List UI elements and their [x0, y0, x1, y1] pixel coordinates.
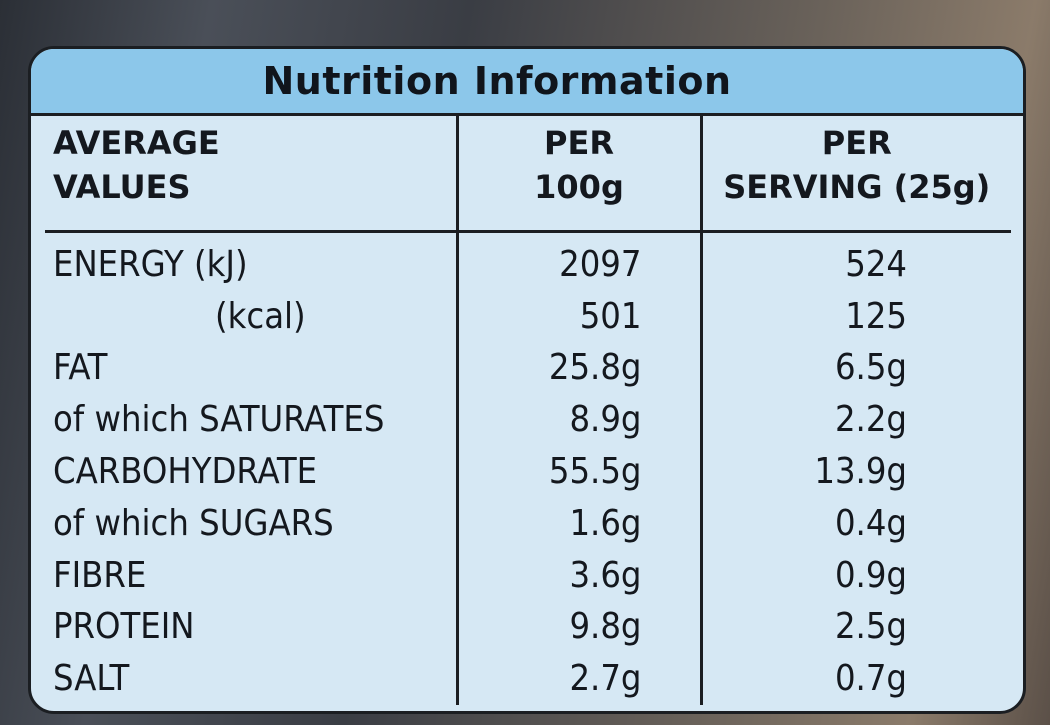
row-label: FIBRE: [53, 554, 147, 596]
row-label: SALT: [53, 658, 130, 700]
row-label: PROTEIN: [53, 606, 195, 648]
value-per-100g: 2097: [455, 231, 703, 291]
value-per-100g: 3.6g: [455, 549, 703, 602]
value-per-serving: 0.7g: [834, 658, 907, 700]
row-label: FAT: [53, 347, 108, 389]
row-label: of which SATURATES: [53, 399, 385, 441]
value-per-100g: 55.5g: [455, 445, 703, 498]
value-per-100g: 1.6g: [455, 497, 703, 550]
value-per-100g: 8.9g: [455, 394, 703, 446]
table-row: SALT 2.7g 0.7g: [45, 653, 1011, 705]
value-per-serving: 125: [845, 295, 907, 337]
value-per-serving: 524: [845, 243, 907, 285]
table-row: FIBRE 3.6g 0.9g: [45, 549, 1011, 602]
table-header-row: AVERAGE VALUES PER 100g PER SERVING (25g…: [45, 115, 1011, 233]
value-per-serving: 0.9g: [834, 554, 907, 596]
table-row: ENERGY (kJ) 2097 524: [45, 231, 1011, 291]
value-per-serving: 13.9g: [814, 450, 907, 492]
value-per-serving: 6.5g: [834, 347, 907, 389]
value-per-serving: 2.5g: [834, 606, 907, 648]
table-row: PROTEIN 9.8g 2.5g: [45, 601, 1011, 654]
column-header-per-100g: PER 100g: [455, 115, 703, 233]
nutrition-label: Nutrition Information AVERAGE VALUES PER…: [28, 46, 1026, 714]
value-per-serving: 2.2g: [834, 399, 907, 441]
table-row: of which SUGARS 1.6g 0.4g: [45, 497, 1011, 550]
table-row: FAT 25.8g 6.5g: [45, 342, 1011, 394]
row-label: ENERGY (kJ): [53, 243, 248, 285]
column-header-per-serving: PER SERVING (25g): [701, 115, 1011, 233]
column-header-average-values: AVERAGE VALUES: [45, 115, 457, 233]
value-per-100g: 501: [455, 290, 703, 343]
table-row: (kcal) 501 125: [45, 290, 1011, 343]
table-row: of which SATURATES 8.9g 2.2g: [45, 394, 1011, 446]
value-per-100g: 25.8g: [455, 342, 703, 394]
panel-title: Nutrition Information: [262, 59, 732, 103]
title-band: Nutrition Information: [31, 49, 1023, 116]
value-per-100g: 9.8g: [455, 601, 703, 654]
nutrition-table: AVERAGE VALUES PER 100g PER SERVING (25g…: [45, 115, 1011, 705]
row-label: (kcal): [215, 295, 306, 337]
row-label: CARBOHYDRATE: [53, 450, 318, 492]
row-label: of which SUGARS: [53, 502, 334, 544]
value-per-serving: 0.4g: [834, 502, 907, 544]
value-per-100g: 2.7g: [455, 653, 703, 705]
table-row: CARBOHYDRATE 55.5g 13.9g: [45, 445, 1011, 498]
